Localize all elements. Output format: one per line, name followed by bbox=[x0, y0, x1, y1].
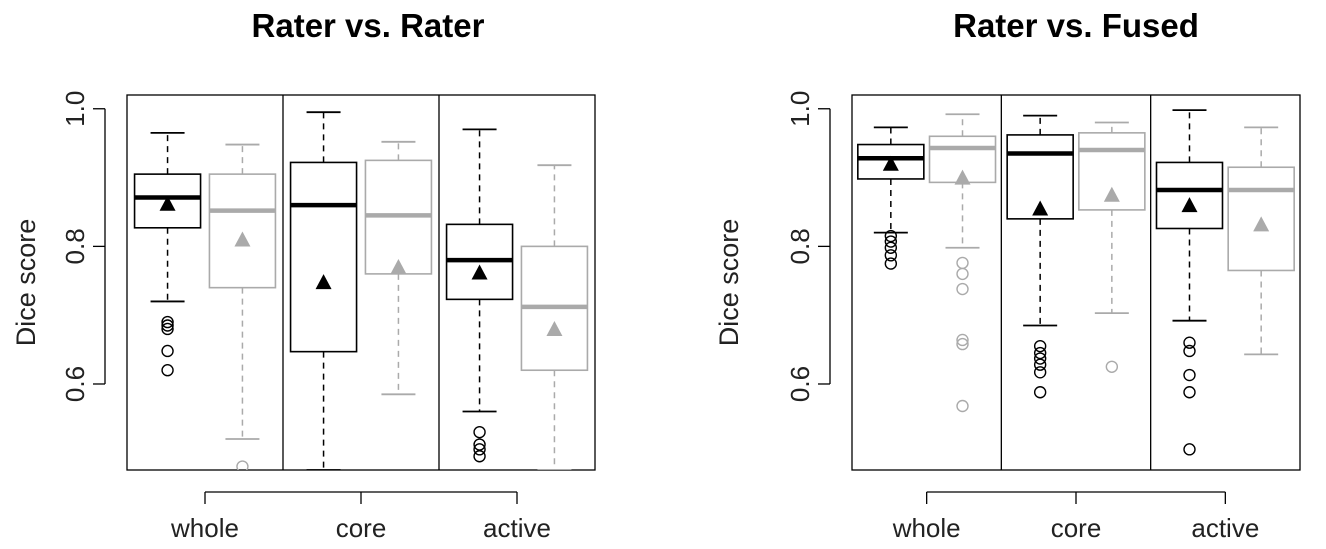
outlier-point bbox=[1033, 339, 1047, 353]
outlier-point bbox=[161, 364, 174, 377]
y-axis-label: Dice score bbox=[11, 219, 41, 347]
box-active-series-1 bbox=[1155, 109, 1224, 456]
box-core-series-1 bbox=[289, 111, 358, 470]
x-tick-label: active bbox=[1191, 513, 1259, 543]
outlier-point bbox=[473, 443, 486, 456]
outlier-point bbox=[884, 235, 898, 248]
y-tick-label: 1.0 bbox=[60, 91, 90, 127]
outlier-point bbox=[161, 344, 174, 358]
outlier-point bbox=[956, 333, 969, 347]
box-whole-series-1 bbox=[133, 131, 202, 377]
box-active-series-2 bbox=[520, 164, 589, 470]
y-axis-label: Dice score bbox=[714, 219, 744, 347]
outlier-point bbox=[1033, 386, 1047, 399]
box-whole-series-2 bbox=[208, 143, 277, 470]
mean-marker bbox=[1032, 200, 1049, 216]
panel-2: Rater vs. Fused Dice score 0.6 0.8 1.0 whole c… bbox=[714, 7, 1301, 543]
outlier-point bbox=[1183, 386, 1196, 399]
box-whole-series-1 bbox=[857, 126, 925, 270]
box-core-series-2 bbox=[1078, 121, 1146, 373]
outlier-point bbox=[884, 257, 898, 270]
outlier-point bbox=[956, 267, 969, 281]
outlier-point bbox=[473, 425, 486, 439]
x-tick-label: active bbox=[483, 513, 551, 543]
box bbox=[208, 173, 277, 289]
outlier-point bbox=[956, 282, 969, 296]
y-tick-label: 1.0 bbox=[785, 91, 815, 127]
y-tick-label: 0.6 bbox=[60, 366, 90, 402]
plot-data bbox=[133, 111, 589, 470]
box-core-series-2 bbox=[364, 140, 433, 396]
outlier-point bbox=[1183, 344, 1196, 358]
outlier-point bbox=[884, 241, 898, 254]
plot-data bbox=[857, 109, 1295, 456]
mean-marker bbox=[390, 259, 407, 275]
box-whole-series-2 bbox=[928, 113, 997, 413]
plot-frame bbox=[851, 94, 1301, 471]
x-tick-label: whole bbox=[170, 513, 239, 543]
chart-title: Rater vs. Rater bbox=[252, 7, 485, 44]
outlier-point bbox=[161, 319, 174, 332]
mean-marker bbox=[1253, 216, 1270, 232]
outlier-point bbox=[1183, 336, 1196, 349]
plot-frame bbox=[126, 94, 596, 471]
box-active-series-1 bbox=[445, 128, 514, 463]
outlier-point bbox=[236, 460, 249, 470]
chart-title: Rater vs. Fused bbox=[953, 7, 1199, 44]
outlier-point bbox=[1183, 368, 1196, 382]
outlier-point bbox=[956, 256, 969, 270]
outlier-point bbox=[1033, 358, 1047, 371]
outlier-point bbox=[1033, 366, 1047, 379]
outlier-point bbox=[161, 315, 174, 329]
y-tick-label: 0.8 bbox=[785, 228, 815, 264]
mean-marker bbox=[315, 274, 332, 290]
outlier-point bbox=[1183, 443, 1196, 456]
mean-marker bbox=[546, 320, 563, 336]
box bbox=[928, 135, 997, 184]
y-tick-label: 0.6 bbox=[785, 366, 815, 402]
box-core-series-1 bbox=[1006, 114, 1074, 399]
mean-marker bbox=[159, 195, 176, 211]
panel-1: Rater vs. Rater Dice score 0.6 0.8 1.0 whole c… bbox=[11, 7, 596, 543]
outlier-point bbox=[956, 399, 969, 413]
mean-marker bbox=[234, 231, 251, 247]
box bbox=[289, 161, 358, 353]
x-tick-label: whole bbox=[892, 513, 961, 543]
box bbox=[1155, 161, 1224, 230]
outlier-point bbox=[1033, 352, 1047, 365]
mean-marker bbox=[471, 264, 488, 280]
mean-marker bbox=[954, 169, 971, 185]
outlier-point bbox=[1105, 360, 1119, 373]
y-tick-label: 0.8 bbox=[60, 228, 90, 264]
mean-marker bbox=[1181, 197, 1198, 213]
outlier-point bbox=[161, 322, 174, 336]
x-tick-label: core bbox=[1051, 513, 1102, 543]
outlier-point bbox=[884, 249, 898, 262]
outlier-point bbox=[473, 450, 486, 463]
box-active-series-2 bbox=[1227, 126, 1295, 356]
outlier-point bbox=[956, 337, 969, 351]
mean-marker bbox=[1103, 186, 1120, 202]
x-tick-label: core bbox=[336, 513, 387, 543]
mean-marker bbox=[882, 155, 899, 171]
